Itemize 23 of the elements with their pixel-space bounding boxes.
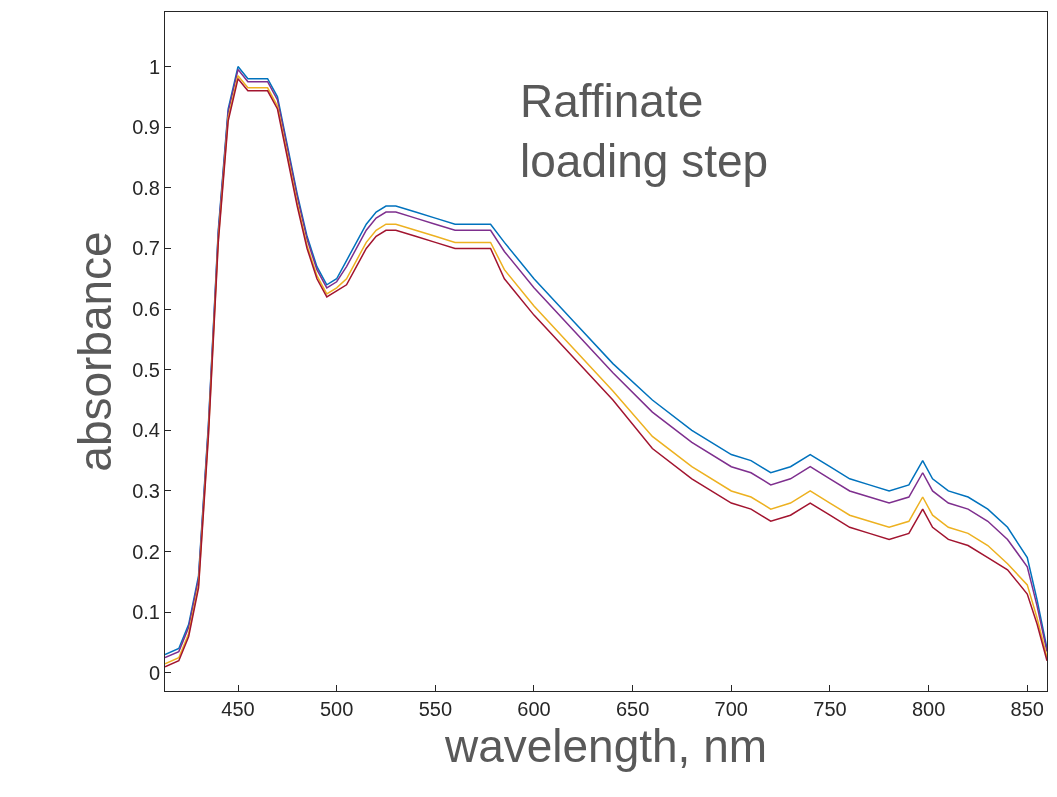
x-tick-label: 800 [911, 698, 946, 720]
y-tick-label: 0.3 [132, 479, 160, 502]
x-tick-label: 700 [714, 698, 748, 720]
y-tick-label: 0.6 [132, 298, 160, 321]
y-axis-title: absorbance [68, 231, 121, 472]
x-tick-label: 850 [1010, 698, 1044, 720]
y-tick-label: 0 [148, 661, 160, 684]
x-tick-label: 500 [319, 698, 354, 720]
x-tick-label: 450 [221, 698, 255, 720]
x-tick-label: 550 [418, 698, 453, 720]
y-tick-label: 0.5 [132, 358, 160, 381]
x-tick-label: 600 [517, 698, 551, 720]
annotation: Raffinate loading step [520, 75, 769, 187]
y-tick-label: 0.7 [132, 237, 160, 260]
y-tick-label: 0.4 [132, 419, 160, 442]
y-tick-label: 0.9 [132, 116, 160, 139]
y-tick-label: 0.8 [132, 176, 160, 199]
x-tick-label: 650 [615, 698, 650, 720]
y-tick-label: 0.2 [132, 540, 160, 563]
y-tick-label: 0.1 [132, 601, 160, 624]
y-tick-label: 1 [148, 55, 160, 78]
x-tick-label: 750 [813, 698, 847, 720]
x-axis-title: wavelength, nm [443, 720, 768, 772]
